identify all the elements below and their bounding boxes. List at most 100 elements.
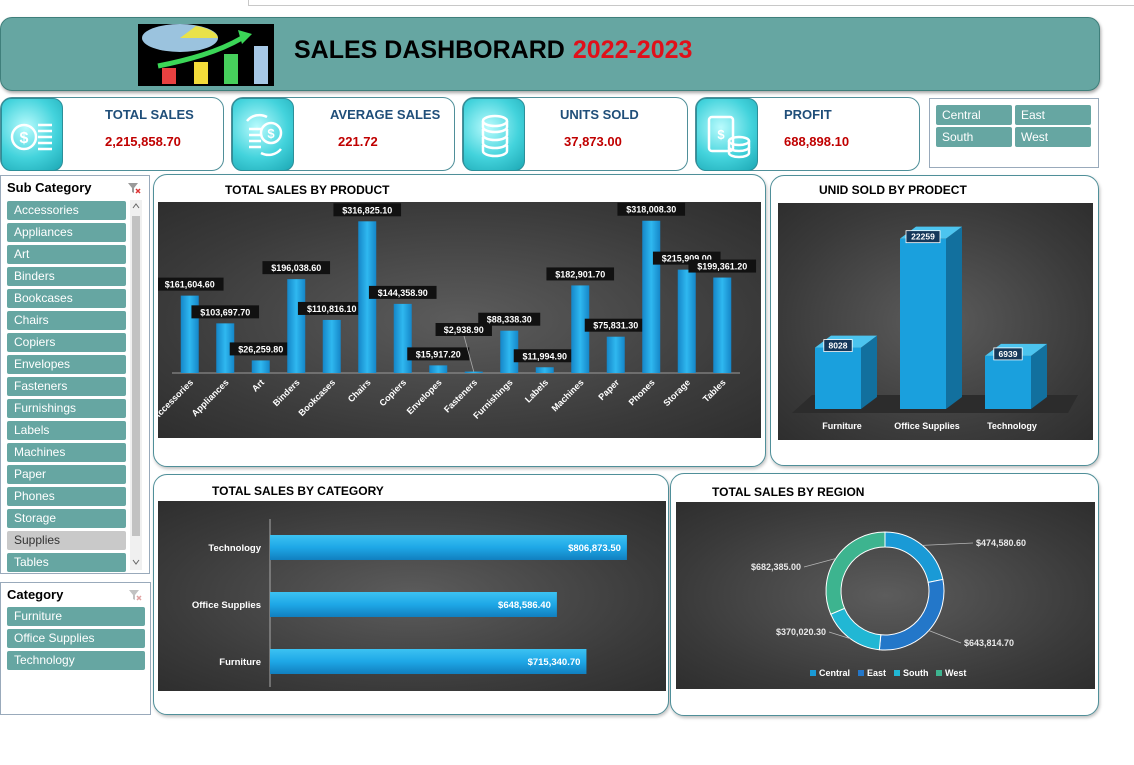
- region-slicer: Central East South West: [929, 98, 1099, 168]
- kpi-label: TOTAL SALES: [105, 107, 194, 122]
- data-label-box: [262, 261, 331, 275]
- bar-front: [815, 347, 861, 409]
- y-tick-label: Office Supplies: [192, 600, 261, 611]
- x-tick-label: Paper: [596, 377, 621, 402]
- bar: [571, 285, 590, 373]
- bar: [535, 367, 554, 373]
- data-label: $26,259.80: [238, 344, 283, 354]
- subcategory-slicer: Sub Category Accessories Appliances Art Bin…: [0, 175, 150, 574]
- svg-text:$: $: [267, 126, 275, 141]
- region-button-east[interactable]: East: [1015, 105, 1091, 125]
- category-item-office-supplies[interactable]: Office Supplies: [7, 629, 145, 648]
- x-tick-label: Technology: [987, 421, 1037, 431]
- subcategory-item[interactable]: Storage: [7, 509, 126, 528]
- bar: [216, 323, 235, 373]
- category-item-technology[interactable]: Technology: [7, 651, 145, 670]
- data-label-box: [513, 349, 576, 363]
- x-tick-label: Fasteners: [442, 377, 479, 414]
- data-label: $161,604.60: [165, 280, 215, 290]
- legend-label: East: [867, 668, 886, 678]
- data-label: 8028: [829, 341, 848, 351]
- legend-label: South: [903, 668, 929, 678]
- category-slicer: Category Furniture Office Supplies Techn…: [0, 582, 151, 715]
- subcategory-item[interactable]: Fasteners: [7, 377, 126, 396]
- kpi-value: 688,898.10: [784, 134, 850, 149]
- data-label: $196,038.60: [271, 263, 321, 273]
- data-label-box: [546, 267, 615, 281]
- bar-front: [985, 355, 1031, 409]
- kpi-value: 2,215,858.70: [105, 134, 181, 149]
- subcategory-item[interactable]: Art: [7, 245, 126, 264]
- kpi-card-units-sold: UNITS SOLD 37,873.00: [462, 97, 688, 171]
- subcategory-item[interactable]: Machines: [7, 443, 126, 462]
- clear-filter-icon[interactable]: [128, 589, 142, 601]
- slicer-header: Category: [7, 587, 64, 602]
- leader-line: [928, 630, 962, 644]
- data-label-box: [155, 277, 224, 291]
- region-button-south[interactable]: South: [936, 127, 1012, 147]
- donut-slice: [825, 531, 886, 615]
- data-label: $182,901.70: [555, 269, 605, 279]
- bar: [606, 336, 625, 373]
- coin-stack-icon: [463, 98, 525, 171]
- plot-area: $161,604.60 Accessories $103,697.70 Applian…: [151, 202, 761, 438]
- scroll-up-icon[interactable]: [132, 202, 140, 210]
- panel-units-sold: UNID SOLD BY PRODECT 8028 Furniture 22259 O…: [770, 175, 1099, 466]
- bar: [393, 303, 412, 373]
- legend-label: West: [945, 668, 966, 678]
- coins-exchange-icon: $: [232, 98, 294, 171]
- data-label-box: [823, 339, 853, 352]
- x-tick-label: Furniture: [822, 421, 862, 431]
- subcategory-item[interactable]: Chairs: [7, 311, 126, 330]
- data-label-box: [191, 305, 260, 319]
- legend-swatch: [810, 670, 816, 676]
- chart-title: TOTAL SALES BY PRODUCT: [225, 183, 390, 197]
- kpi-label: AVERAGE SALES: [330, 107, 441, 122]
- kpi-label: UNITS SOLD: [560, 107, 639, 122]
- donut-slice: [878, 578, 945, 651]
- data-label-box: [617, 202, 686, 216]
- kpi-value: 221.72: [338, 134, 378, 149]
- subcategory-item[interactable]: Binders: [7, 267, 126, 286]
- data-label: $682,385.00: [751, 562, 801, 572]
- subcategory-item[interactable]: Bookcases: [7, 289, 126, 308]
- title-year: 2022-2023: [572, 36, 693, 64]
- subcategory-item[interactable]: Labels: [7, 421, 126, 440]
- data-label-box: [584, 318, 647, 332]
- y-tick-label: Technology: [208, 543, 261, 554]
- subcategory-item[interactable]: Furnishings: [7, 399, 126, 418]
- bar: [322, 319, 341, 373]
- subcategory-item[interactable]: Supplies: [7, 531, 126, 550]
- region-button-west[interactable]: West: [1015, 127, 1091, 147]
- category-item-furniture[interactable]: Furniture: [7, 607, 145, 626]
- leader-line: [828, 631, 851, 640]
- data-label-box: [333, 203, 402, 217]
- data-label-box: [407, 347, 470, 361]
- x-tick-label: Appliances: [190, 377, 231, 418]
- data-label: $715,340.70: [528, 657, 581, 668]
- kpi-card-total-sales: $ TOTAL SALES 2,215,858.70: [0, 97, 224, 171]
- subcategory-item[interactable]: Tables: [7, 553, 126, 572]
- data-label: $144,358.90: [378, 288, 428, 298]
- region-button-central[interactable]: Central: [936, 105, 1012, 125]
- scroll-down-icon[interactable]: [132, 558, 140, 566]
- data-label: 22259: [911, 232, 935, 242]
- subcategory-item[interactable]: Copiers: [7, 333, 126, 352]
- clear-filter-icon[interactable]: [127, 182, 141, 194]
- subcategory-item[interactable]: Phones: [7, 487, 126, 506]
- subcategory-item[interactable]: Appliances: [7, 223, 126, 242]
- data-label: $215,909.00: [662, 254, 712, 264]
- subcategory-item[interactable]: Paper: [7, 465, 126, 484]
- panel-sales-by-region: TOTAL SALES BY REGION $474,580.60 $643,81…: [670, 473, 1099, 716]
- data-label: $2,938.90: [444, 325, 484, 335]
- slicer-scroll-thumb[interactable]: [132, 216, 140, 536]
- bar-side: [861, 335, 877, 409]
- subcategory-item[interactable]: Envelopes: [7, 355, 126, 374]
- subcategory-item[interactable]: Accessories: [7, 201, 126, 220]
- data-label-box: [688, 259, 757, 273]
- bar: [642, 220, 661, 373]
- x-tick-label: Office Supplies: [894, 421, 960, 431]
- bar: [713, 277, 732, 373]
- x-tick-label: Labels: [523, 377, 550, 404]
- legend-swatch: [858, 670, 864, 676]
